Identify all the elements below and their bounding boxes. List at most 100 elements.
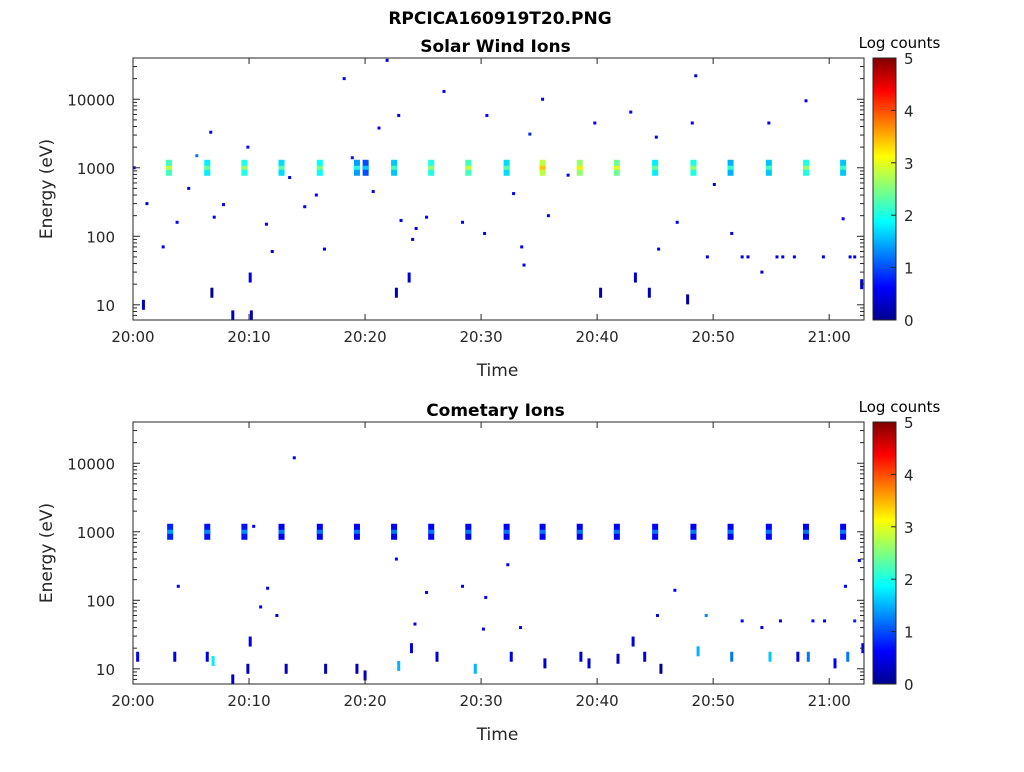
- data-point: [484, 595, 488, 599]
- colorbar-label: Log counts: [859, 34, 941, 52]
- panel-title: Solar Wind Ions: [420, 37, 571, 57]
- data-point: [853, 619, 857, 623]
- data-point: [252, 524, 256, 528]
- data-band-core: [165, 165, 172, 170]
- data-band-core: [539, 529, 546, 534]
- data-band-core: [503, 165, 510, 170]
- data-point: [249, 310, 253, 321]
- data-point: [566, 173, 570, 177]
- data-point: [512, 192, 516, 196]
- data-band-core: [765, 165, 772, 170]
- data-point: [409, 643, 413, 654]
- data-point: [811, 619, 815, 623]
- data-band-core: [576, 165, 583, 170]
- data-point: [823, 619, 827, 623]
- colorbar-tick-label: 4: [904, 102, 914, 120]
- data-point: [696, 646, 700, 657]
- data-point: [746, 255, 750, 259]
- y-tick-label: 100: [86, 228, 115, 246]
- data-point: [210, 287, 214, 298]
- data-point: [461, 584, 465, 588]
- data-band-core: [802, 529, 809, 534]
- x-axis-label: Time: [476, 361, 519, 381]
- data-point: [857, 559, 861, 563]
- data-band-core: [362, 165, 369, 170]
- data-band-core: [167, 529, 174, 534]
- data-point: [413, 622, 417, 626]
- data-band-core: [428, 529, 435, 534]
- x-tick-label: 21:00: [808, 692, 851, 710]
- data-point: [246, 663, 250, 674]
- data-point: [211, 655, 215, 666]
- data-point: [442, 89, 446, 93]
- y-axis-label: Energy (eV): [37, 139, 57, 239]
- data-band-core: [539, 165, 546, 170]
- data-point: [629, 110, 633, 114]
- data-point: [377, 126, 381, 130]
- data-point: [212, 215, 216, 219]
- data-point: [414, 226, 418, 230]
- panel-2: 20:00 20:10 20:20 20:30 20:40 20:50 21:0010100…: [37, 398, 941, 745]
- data-point: [259, 605, 263, 609]
- data-point: [675, 220, 679, 224]
- data-point: [673, 588, 677, 592]
- data-point: [145, 202, 149, 206]
- data-point: [833, 658, 837, 669]
- plot-area: [133, 422, 864, 684]
- y-tick-label: 100: [86, 592, 115, 610]
- colorbar-gradient: [872, 421, 897, 685]
- data-point: [775, 255, 779, 259]
- data-point: [173, 651, 177, 662]
- data-band-core: [391, 529, 398, 534]
- data-point: [483, 231, 487, 235]
- data-point: [141, 299, 145, 310]
- data-point: [176, 584, 180, 588]
- x-tick-label: 20:30: [459, 692, 502, 710]
- data-point: [161, 245, 165, 249]
- data-point: [195, 154, 199, 158]
- data-point: [792, 255, 796, 259]
- data-band-core: [316, 529, 323, 534]
- data-point: [350, 156, 354, 160]
- data-point: [394, 557, 398, 561]
- y-tick-label: 10000: [67, 91, 115, 109]
- data-point: [288, 176, 292, 180]
- y-tick-label: 1000: [77, 524, 115, 542]
- data-point: [528, 132, 532, 136]
- data-point: [246, 145, 250, 149]
- data-point: [385, 58, 389, 62]
- data-point: [760, 270, 764, 274]
- x-tick-label: 20:00: [111, 328, 154, 346]
- data-point: [231, 310, 235, 321]
- data-point: [324, 663, 328, 674]
- data-point: [303, 205, 307, 209]
- data-band-core: [278, 529, 285, 534]
- data-point: [425, 590, 429, 594]
- data-point: [136, 651, 140, 662]
- colorbar-label: Log counts: [859, 398, 941, 416]
- data-point: [654, 135, 658, 139]
- data-point: [292, 456, 296, 460]
- data-band-core: [465, 165, 472, 170]
- data-point: [804, 99, 808, 103]
- data-band-core: [353, 165, 360, 170]
- data-band-core: [241, 529, 248, 534]
- data-point: [175, 220, 179, 224]
- data-band-core: [353, 529, 360, 534]
- data-band-core: [727, 529, 734, 534]
- data-point: [690, 121, 694, 125]
- data-point: [399, 218, 403, 222]
- data-band-core: [727, 165, 734, 170]
- data-point: [730, 651, 734, 662]
- data-band-core: [391, 165, 398, 170]
- y-tick-label: 10000: [67, 455, 115, 473]
- data-point: [760, 626, 764, 630]
- data-point: [796, 651, 800, 662]
- data-point: [655, 613, 659, 617]
- data-point: [264, 222, 268, 226]
- data-point: [270, 249, 274, 253]
- x-tick-label: 20:00: [111, 692, 154, 710]
- data-band-core: [278, 165, 285, 170]
- data-band-core: [690, 529, 697, 534]
